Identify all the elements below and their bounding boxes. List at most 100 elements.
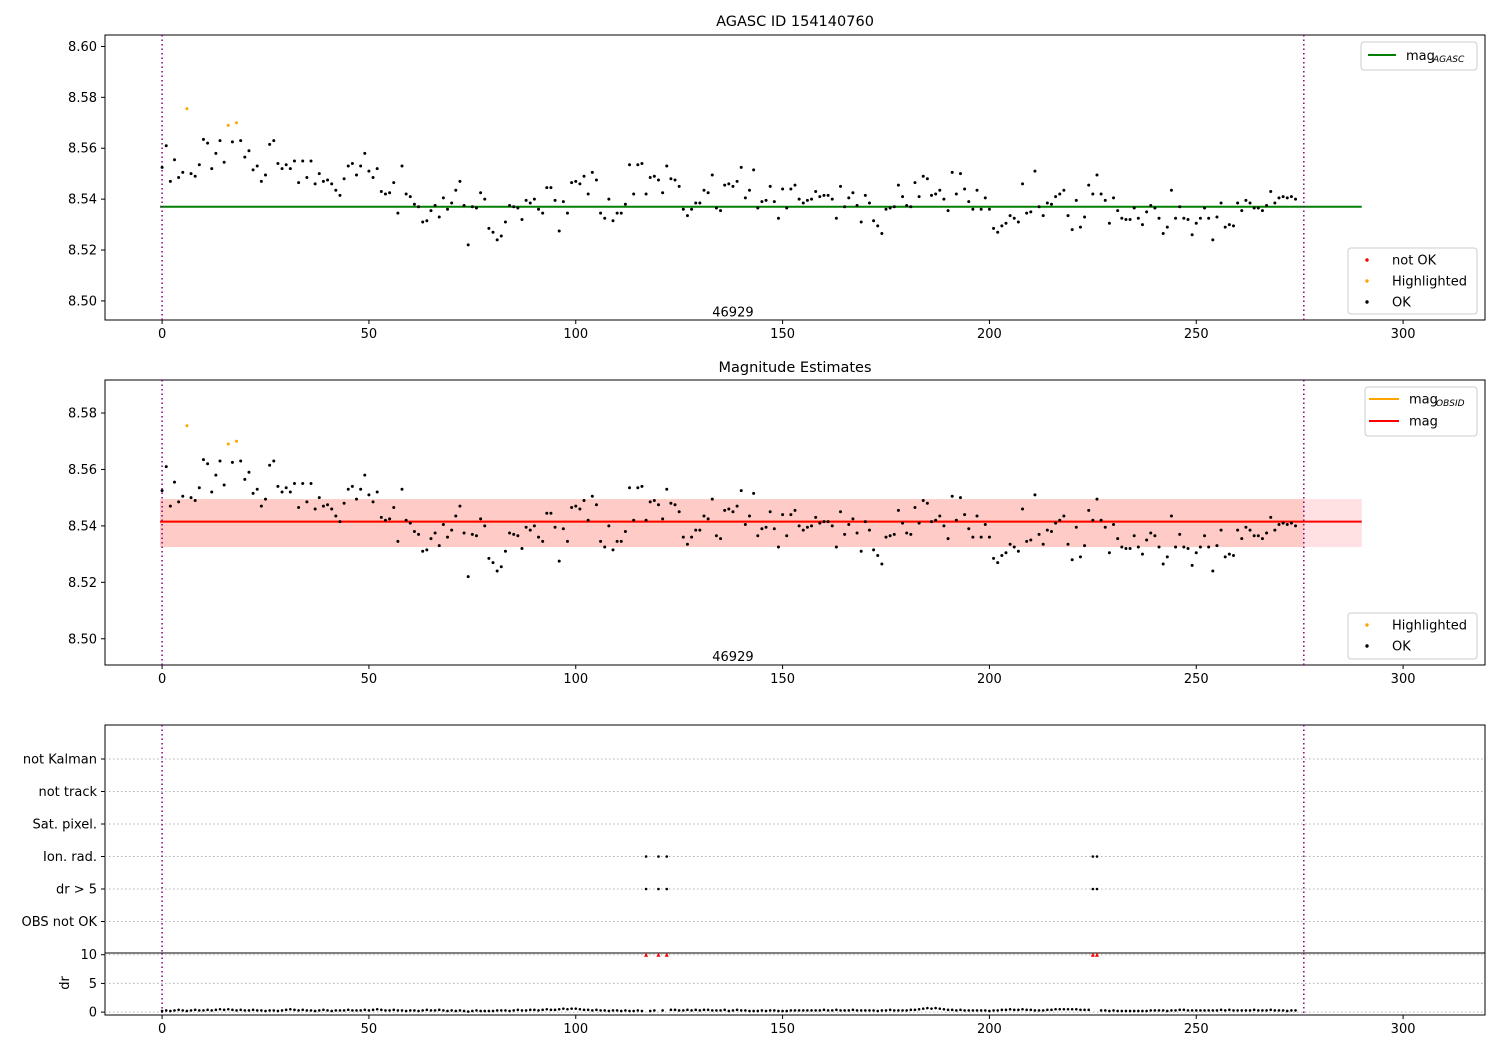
- panel-4-point-dr: [322, 1008, 325, 1012]
- panel-2-point-ok: [863, 520, 867, 524]
- panel-2-point-ok: [1062, 514, 1066, 518]
- panel-1-point-ok: [719, 209, 723, 213]
- panel-2-point-ok: [1174, 545, 1178, 549]
- panel-2-point-ok: [992, 556, 996, 560]
- panel-2-point-ok: [1120, 545, 1124, 549]
- panel-1-point-ok: [433, 203, 437, 207]
- panel-1-point-ok: [1244, 198, 1248, 202]
- panel-4-point-dr: [1066, 1007, 1070, 1011]
- panel-1-point-ok: [549, 186, 553, 190]
- panel-4-point-dr: [413, 1009, 416, 1012]
- panel-1-point-ok: [214, 151, 218, 155]
- panel-4-point-dr: [508, 1009, 511, 1013]
- panel-2-point-ok: [1116, 537, 1120, 541]
- panel-1-point-ok: [847, 196, 851, 200]
- panel-1-point-ok: [839, 184, 843, 188]
- panel-4-point-dr: [686, 1008, 689, 1012]
- panel-1-point-ok: [781, 187, 785, 191]
- panel-1-point-ok: [1265, 203, 1269, 207]
- panel-1-y-tick-label: 8.60: [68, 40, 97, 55]
- panel-4-point-dr: [1074, 1007, 1078, 1011]
- panel-2-point-ok: [1058, 518, 1062, 522]
- panel-2-point-ok: [913, 506, 917, 510]
- panel-1-point-ok: [884, 207, 888, 211]
- panel-2-point-ok: [839, 510, 843, 514]
- panel-4-point-dr: [975, 1009, 979, 1012]
- panel-1-point-ok: [491, 230, 495, 234]
- panel-4-point-dr: [864, 1009, 867, 1012]
- panel-2-point-ok: [706, 517, 710, 521]
- panel-4-point-dr: [694, 1008, 698, 1012]
- panel-1-point-ok: [350, 162, 354, 166]
- panel-1-point-ok: [859, 220, 863, 224]
- panel-1-point-ok: [1169, 188, 1173, 192]
- panel-1-point-ok: [785, 206, 789, 210]
- panel-4-point-dr: [1046, 1008, 1049, 1012]
- panel-1-point-ok: [685, 214, 689, 218]
- panel-2-y-tick-label: 8.50: [68, 632, 97, 647]
- panel-2-point-ok: [297, 506, 301, 510]
- panel-2-point-ok: [801, 528, 805, 532]
- panel-2-point-ok: [776, 545, 780, 549]
- panel-2-point-ok: [276, 484, 280, 488]
- panel-4-point-dr: [1037, 1009, 1041, 1012]
- legend-label: Highlighted: [1392, 619, 1467, 634]
- panel-4-point-dr: [483, 1009, 487, 1013]
- status-legend: [1347, 247, 1478, 315]
- panel-2-point-ok: [1165, 555, 1169, 559]
- panel-4-point-dr: [702, 1008, 706, 1012]
- panel-2-point-ok: [1169, 514, 1173, 518]
- panel-1-point-ok: [437, 215, 441, 219]
- panel-1-point-ok: [160, 165, 164, 169]
- panel-4-point-dr: [520, 1009, 524, 1012]
- panel-4-point-dr: [1062, 1007, 1066, 1011]
- panel-4-point-dr: [164, 1009, 168, 1012]
- panel-2-point-ok: [164, 465, 168, 469]
- panel-2-point-ok: [979, 535, 983, 539]
- panel-2-point-highlighted: [235, 439, 239, 443]
- flag-point: [1095, 855, 1099, 858]
- panel-4-point-dr: [454, 1009, 458, 1013]
- panel-2-point-ok: [520, 546, 524, 550]
- panel-4-point-dr: [1087, 1008, 1091, 1012]
- panel-1-point-ok: [321, 179, 325, 183]
- panel-1-frame: [104, 34, 1486, 321]
- panel-4-point-dr: [884, 1009, 888, 1012]
- panel-2-point-ok: [896, 508, 900, 512]
- panel-1-point-ok: [1207, 216, 1211, 220]
- panel-4-point-dr: [847, 1009, 851, 1012]
- panel-4-point-dr: [1124, 1009, 1128, 1013]
- panel-2-point-ok: [193, 498, 197, 502]
- panel-2-y-tick-label: 8.54: [68, 519, 97, 534]
- panel-1-point-ok: [470, 205, 474, 209]
- panel-4-point-dr: [1141, 1009, 1144, 1013]
- panel-2-point-ok: [644, 518, 648, 522]
- panel-2-point-ok: [607, 524, 611, 528]
- flag-point: [1091, 855, 1095, 858]
- panel-2-point-ok: [1194, 551, 1198, 555]
- panel-4-point-dr: [1248, 1009, 1252, 1012]
- panel-1-point-ok: [516, 206, 520, 210]
- panel-4-point-dr: [1103, 1009, 1107, 1012]
- panel-2-point-ok: [1186, 546, 1190, 550]
- panel-4-point-dr: [1161, 1009, 1165, 1012]
- panel-1-point-ok: [251, 168, 255, 172]
- panel-2-point-ok: [859, 549, 863, 553]
- panel-4-point-dr: [297, 1009, 300, 1012]
- panel-1-point-ok: [954, 192, 958, 196]
- legend-label: not OK: [1392, 254, 1437, 269]
- panel-4-point-dr: [284, 1008, 288, 1012]
- panel-1-point-ok: [603, 216, 607, 220]
- panel-1-point-ok: [1016, 220, 1020, 224]
- panel-4-point-dr: [901, 1009, 904, 1012]
- magnitude-estimates-title: Magnitude Estimates: [718, 360, 871, 376]
- magnitude-estimates-panel: Magnitude Estimates 46929 0 50 100 150 200 250…: [68, 360, 1486, 687]
- panel-4-point-dr: [330, 1009, 333, 1013]
- panel-2-point-ok: [1012, 545, 1016, 549]
- panel-1-point-ok: [971, 207, 975, 211]
- panel-1-point-ok: [967, 200, 971, 204]
- panel-4-point-dr: [549, 1008, 553, 1012]
- panel-1-point-ok: [1153, 206, 1157, 210]
- panel-4-point-dr: [872, 1009, 875, 1012]
- panel-2-point-ok: [292, 482, 296, 486]
